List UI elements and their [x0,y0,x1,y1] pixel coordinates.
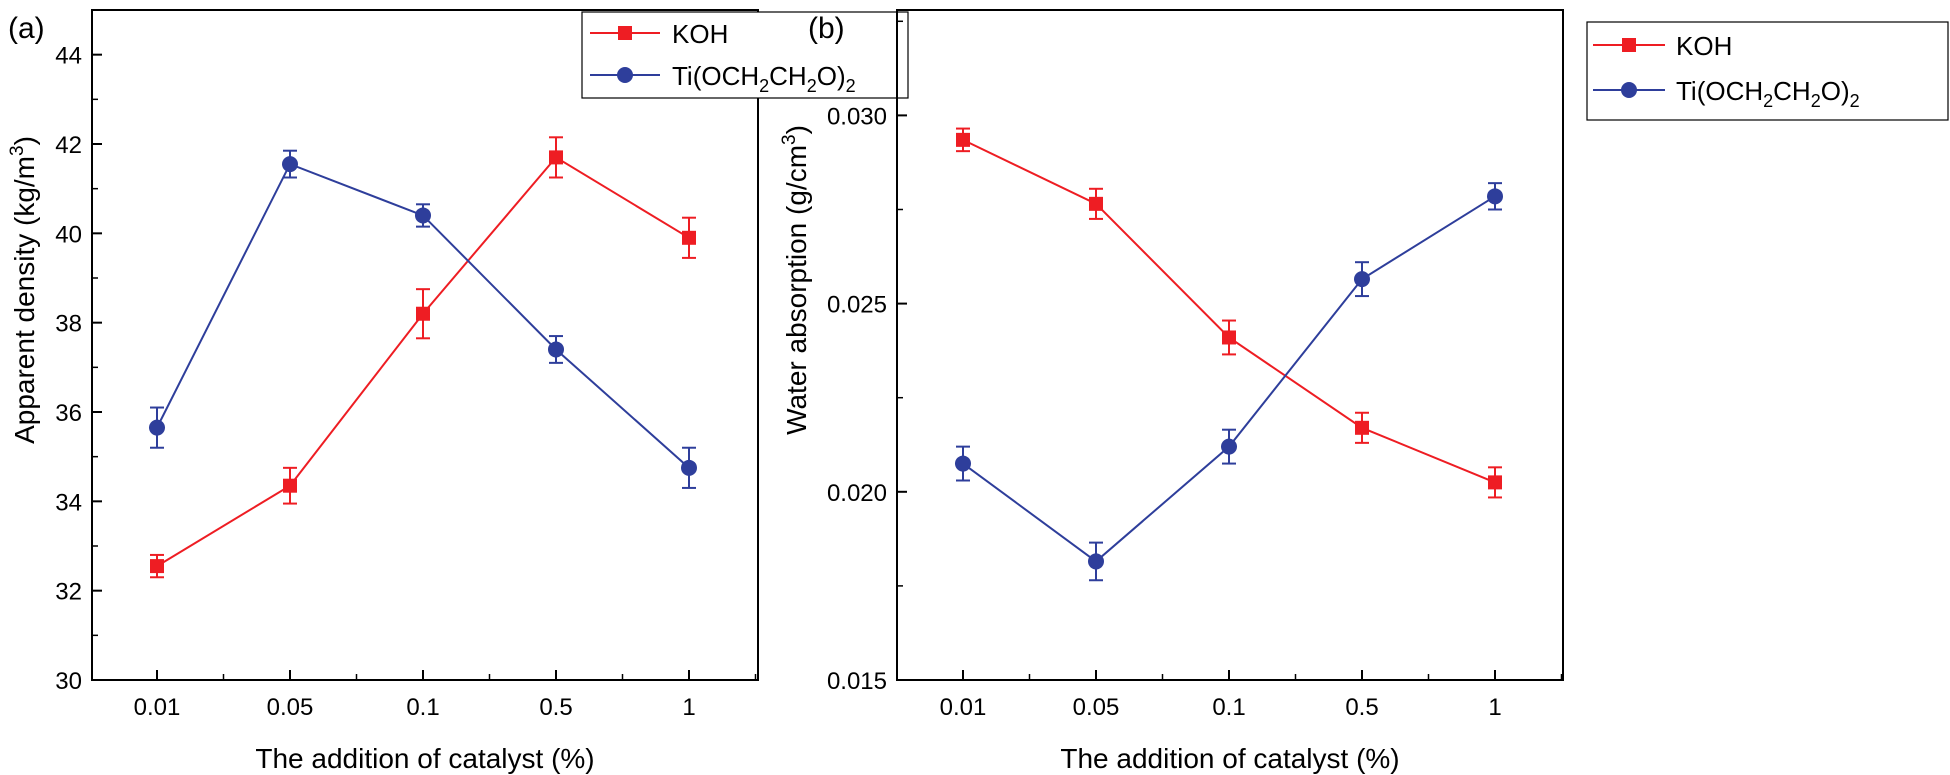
panel-b-xtick-label: 0.5 [1345,694,1378,721]
panel-a-ti-point [282,156,298,173]
ti-label-sub-1: 2 [759,76,769,96]
panel-b-ti-point [955,455,971,472]
panel-b-xtick-label: 0.1 [1212,694,1245,721]
panel-a-ytick-label: 32 [55,579,82,606]
panel-b-legend-ti-marker [1621,82,1637,98]
panel-b-koh-point [1089,196,1103,211]
panel-a-y-axis-ticks: 30 32 34 36 38 40 42 44 [55,9,102,695]
panel-b-koh-point [1222,330,1236,345]
ti-label-b-sub-2: 2 [1811,91,1821,111]
panel-b-koh-point [956,132,970,147]
panel-b-legend-ti-label: Ti(OCH2CH2O)2 [1676,76,1860,111]
panel-a-ytick-label: 34 [55,489,82,516]
panel-a-xtick-label: 1 [682,694,695,721]
ti-label-part-3: O) [817,61,846,91]
panel-a-tag: (a) [8,12,45,45]
panel-b-ti-point [1354,271,1370,288]
ti-label-sub-2: 2 [807,76,817,96]
panel-a-ti-point [548,341,564,358]
panel-a-ylabel-sup: 3 [7,145,28,156]
panel-b-tag: (b) [808,12,845,45]
panel-a-ylabel-end: ) [9,136,40,145]
panel-b-ytick-label: 0.015 [827,668,887,695]
panel-a-ytick-label: 30 [55,668,82,695]
panel-a-xlabel: The addition of catalyst (%) [255,743,594,774]
panel-a-legend-frame [581,11,909,99]
panel-a-legend-ti-label: Ti(OCH2CH2O)2 [672,61,856,96]
panel-b-legend-frame [1586,21,1949,121]
panel-b-ytick-label: 0.020 [827,480,887,507]
ti-label-b-part-1: Ti(OCH [1676,76,1763,106]
panel-b-legend-koh-label: KOH [1676,31,1732,61]
panel-b-ytick-label: 0.025 [827,292,887,319]
panel-a-xtick-label: 0.01 [134,694,181,721]
ti-label-part-1: Ti(OCH [672,61,759,91]
panel-b-ti-point [1221,438,1237,455]
panel-a-ytick-label: 40 [55,221,82,248]
panel-b: (b) Water absorption (g/cm3) The additio… [779,9,1949,774]
panel-b-ti-point [1088,553,1104,570]
panel-a-koh-point [150,559,164,574]
panel-a-koh-point [283,478,297,493]
panel-b-koh-point [1355,420,1369,435]
panel-a-series-layer [149,136,697,579]
panel-b-koh-point [1488,475,1502,490]
panel-b-ylabel: Water absorption (g/cm3) [779,125,812,435]
panel-a-xtick-label: 0.1 [406,694,439,721]
panel-a-ti-point [681,459,697,476]
panel-a-ytick-label: 36 [55,400,82,427]
panel-b-legend: KOH Ti(OCH2CH2O)2 [1586,21,1949,121]
panel-a-legend-ti-marker [617,67,633,83]
panel-b-y-axis-ticks: 0.015 0.020 0.025 0.030 [827,20,907,695]
panel-b-series-layer [955,127,1503,582]
ti-label-b-sub-3: 2 [1850,91,1860,111]
panel-a-koh-point [549,150,563,165]
panel-a-legend-koh-label: KOH [672,19,728,49]
panel-a-ylabel-main: Apparent density (kg/m [9,156,40,444]
panel-a-legend-koh-marker [618,26,632,40]
panel-a-ylabel: Apparent density (kg/m3) [7,136,40,444]
panel-b-ti-series-line [962,195,1496,563]
panel-b-ylabel-end: ) [781,125,812,134]
ti-label-sub-3: 2 [846,76,856,96]
panel-a-xtick-label: 0.5 [539,694,572,721]
panel-b-legend-koh-marker [1622,38,1636,52]
panel-a-ti-point [149,419,165,436]
ti-label-part-2: CH [769,61,807,91]
panel-a-plot-frame [91,9,759,681]
panel-a-ti-point [415,207,431,224]
panel-b-xtick-label: 0.01 [940,694,987,721]
panel-a-ytick-label: 42 [55,132,82,159]
panel-a: (a) Apparent density (kg/m3) The additio… [7,9,909,774]
panel-b-ylabel-sup: 3 [779,134,800,145]
panel-b-ti-point [1487,188,1503,205]
ti-label-b-sub-1: 2 [1763,91,1773,111]
panel-b-x-axis-ticks: 0.01 0.05 0.1 0.5 1 [940,670,1563,721]
panel-a-ytick-label: 38 [55,311,82,338]
panel-a-legend: KOH Ti(OCH2CH2O)2 [581,11,909,99]
ti-label-b-part-3: O) [1821,76,1850,106]
panel-a-xtick-label: 0.05 [267,694,314,721]
panel-b-xlabel: The addition of catalyst (%) [1060,743,1399,774]
panel-a-koh-point [682,230,696,245]
panel-a-ytick-label: 44 [55,43,82,70]
panel-b-xtick-label: 1 [1488,694,1501,721]
ti-label-b-part-2: CH [1773,76,1811,106]
panel-b-xtick-label: 0.05 [1073,694,1120,721]
panel-b-ylabel-main: Water absorption (g/cm [781,145,812,435]
panel-a-koh-point [416,306,430,321]
panel-b-ytick-label: 0.030 [827,103,887,130]
panel-a-x-axis-ticks: 0.01 0.05 0.1 0.5 1 [134,670,757,721]
